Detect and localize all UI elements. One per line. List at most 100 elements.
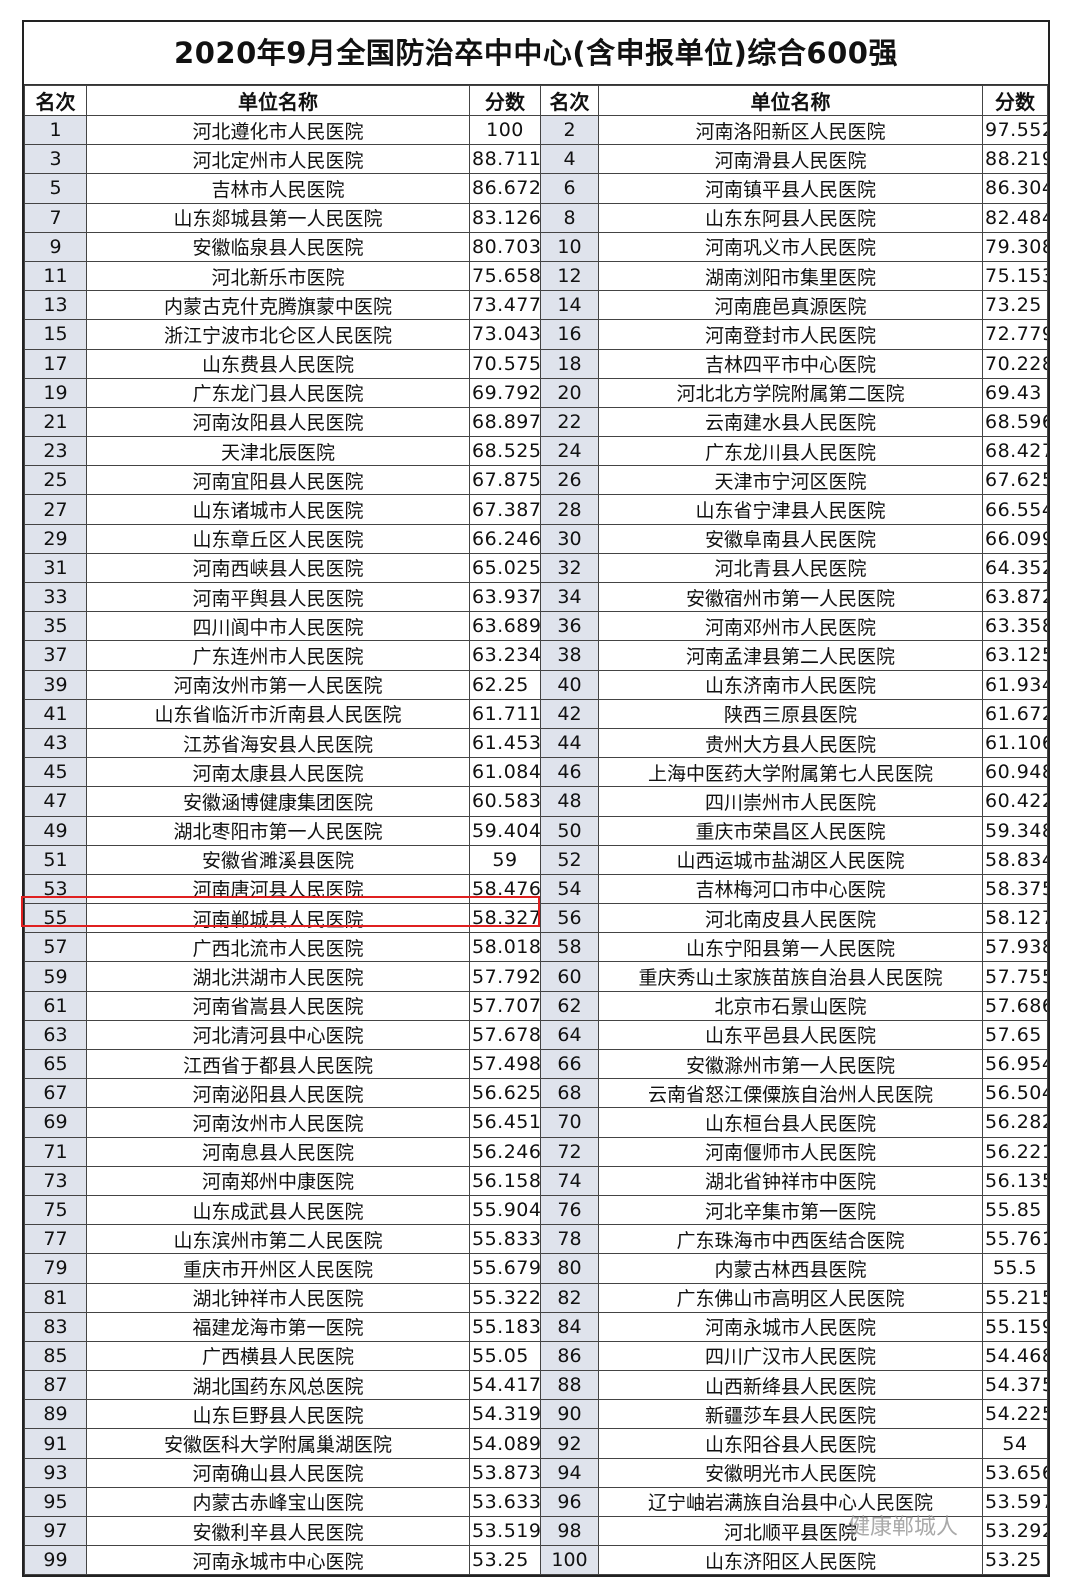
rank-cell: 60: [540, 961, 599, 992]
table-row: 91 安徽医科大学附属巢湖医院 54.089 92 山东阳谷县人民医院 54: [24, 1428, 1048, 1459]
score-cell: 54.319: [469, 1399, 541, 1430]
score-cell: 61.084: [469, 757, 541, 788]
rank-cell: 51: [24, 844, 87, 875]
header-score: 分数: [469, 85, 541, 116]
score-cell: 64.352: [982, 552, 1048, 584]
rank-cell: 76: [540, 1194, 599, 1226]
unit-name-cell: 吉林梅河口市中心医院: [598, 873, 983, 905]
score-cell: 54.417: [469, 1370, 541, 1401]
score-cell: 63.872: [982, 581, 1048, 613]
rank-cell: 69: [24, 1107, 87, 1138]
score-cell: 53.25: [982, 1545, 1048, 1576]
rank-cell: 30: [540, 523, 599, 554]
unit-name-cell: 湖南浏阳市集里医院: [598, 260, 983, 292]
unit-name-cell: 河南平舆县人民医院: [86, 581, 470, 613]
unit-name-cell: 北京市石景山医院: [598, 990, 983, 1021]
rank-cell: 52: [540, 844, 599, 875]
score-cell: 63.358: [982, 611, 1048, 642]
unit-name-cell: 湖北枣阳市第一人民医院: [86, 815, 470, 846]
score-cell: 57.498: [469, 1048, 541, 1080]
table-row: 79 重庆市开州区人民医院 55.679 80 内蒙古林西县医院 55.5: [24, 1253, 1048, 1284]
unit-name-cell: 广东龙门县人民医院: [86, 377, 470, 408]
score-cell: 62.25: [469, 669, 541, 700]
unit-name-cell: 广西横县人民医院: [86, 1340, 470, 1372]
score-cell: 56.158: [469, 1165, 541, 1196]
unit-name-cell: 山东费县人民医院: [86, 348, 470, 379]
unit-name-cell: 广西北流市人民医院: [86, 932, 470, 963]
unit-name-cell: 山东省临沂市沂南县人民医院: [86, 698, 470, 729]
unit-name-cell: 河北遵化市人民医院: [86, 114, 470, 146]
rank-cell: 77: [24, 1224, 87, 1255]
unit-name-cell: 山东东阿县人民医院: [598, 202, 983, 233]
unit-name-cell: 内蒙古赤峰宝山医院: [86, 1486, 470, 1518]
score-cell: 53.25: [469, 1545, 541, 1576]
score-cell: 72.779: [982, 319, 1048, 350]
score-cell: 63.125: [982, 640, 1048, 671]
score-cell: 69.43: [982, 377, 1048, 408]
unit-name-cell: 河北南皮县人民医院: [598, 903, 983, 934]
rank-cell: 46: [540, 757, 599, 788]
header-score: 分数: [982, 85, 1048, 116]
unit-name-cell: 河南郑州中康医院: [86, 1165, 470, 1196]
score-cell: 53.597: [982, 1486, 1048, 1518]
score-cell: 54.225: [982, 1399, 1048, 1430]
rank-cell: 36: [540, 611, 599, 642]
score-cell: 63.689: [469, 611, 541, 642]
rank-cell: 80: [540, 1253, 599, 1284]
score-cell: 67.625: [982, 465, 1048, 496]
rank-cell: 41: [24, 698, 87, 729]
score-cell: 56.625: [469, 1078, 541, 1109]
unit-name-cell: 湖北钟祥市人民医院: [86, 1282, 470, 1313]
rank-cell: 75: [24, 1194, 87, 1226]
unit-name-cell: 河南登封市人民医院: [598, 319, 983, 350]
score-cell: 80.703: [469, 231, 541, 262]
rank-cell: 40: [540, 669, 599, 700]
table-row: 19 广东龙门县人民医院 69.792 20 河北北方学院附属第二医院 69.43: [24, 377, 1048, 408]
score-cell: 55.05: [469, 1340, 541, 1372]
score-cell: 55.761: [982, 1224, 1048, 1255]
rank-cell: 8: [540, 202, 599, 233]
rank-cell: 33: [24, 581, 87, 613]
rank-cell: 99: [24, 1545, 87, 1576]
rank-cell: 18: [540, 348, 599, 379]
rank-cell: 64: [540, 1019, 599, 1051]
score-cell: 57.686: [982, 990, 1048, 1021]
unit-name-cell: 四川阆中市人民医院: [86, 611, 470, 642]
unit-name-cell: 安徽滁州市第一人民医院: [598, 1048, 983, 1080]
header-rank: 名次: [24, 85, 87, 116]
unit-name-cell: 安徽阜南县人民医院: [598, 523, 983, 554]
rank-cell: 45: [24, 757, 87, 788]
unit-name-cell: 河南宜阳县人民医院: [86, 465, 470, 496]
rank-cell: 90: [540, 1399, 599, 1430]
ranking-sheet: 2020年9月全国防治卒中中心(含申报单位)综合600强 名次 单位名称 分数 …: [22, 20, 1050, 1577]
score-cell: 55.679: [469, 1253, 541, 1284]
rank-cell: 17: [24, 348, 87, 379]
unit-name-cell: 山东平邑县人民医院: [598, 1019, 983, 1051]
rank-cell: 95: [24, 1486, 87, 1518]
unit-name-cell: 天津市宁河区医院: [598, 465, 983, 496]
rank-cell: 14: [540, 290, 599, 321]
rank-cell: 92: [540, 1428, 599, 1459]
score-cell: 86.304: [982, 173, 1048, 204]
rank-cell: 81: [24, 1282, 87, 1313]
rank-cell: 96: [540, 1486, 599, 1518]
rank-cell: 27: [24, 494, 87, 525]
rank-cell: 55: [24, 903, 87, 934]
unit-name-cell: 贵州大方县人民医院: [598, 727, 983, 759]
unit-name-cell: 安徽明光市人民医院: [598, 1457, 983, 1488]
score-cell: 70.575: [469, 348, 541, 379]
score-cell: 53.519: [469, 1515, 541, 1547]
unit-name-cell: 山西新绛县人民医院: [598, 1370, 983, 1401]
